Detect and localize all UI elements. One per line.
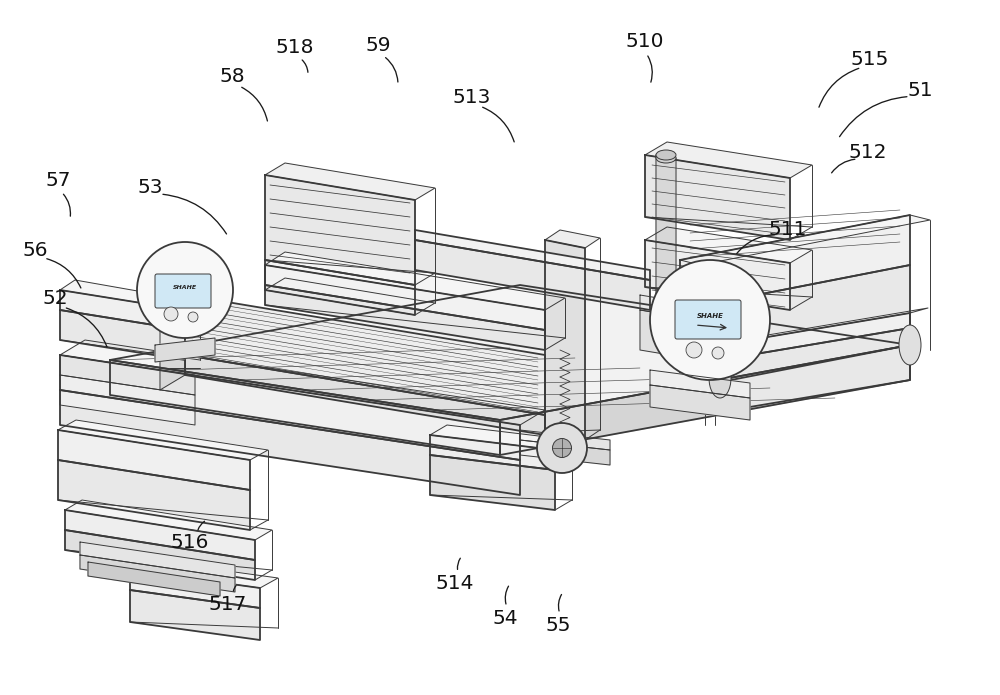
- Polygon shape: [60, 280, 200, 310]
- Polygon shape: [65, 530, 255, 580]
- Polygon shape: [680, 265, 910, 390]
- Polygon shape: [60, 290, 185, 330]
- Text: 52: 52: [42, 289, 68, 309]
- Text: 51: 51: [907, 81, 933, 100]
- Polygon shape: [265, 278, 435, 315]
- Polygon shape: [680, 215, 930, 265]
- Polygon shape: [88, 562, 220, 596]
- Polygon shape: [680, 215, 910, 310]
- Text: 510: 510: [626, 32, 664, 51]
- Polygon shape: [58, 430, 250, 490]
- Polygon shape: [155, 338, 215, 362]
- Polygon shape: [265, 163, 435, 200]
- Text: 511: 511: [769, 220, 807, 239]
- Polygon shape: [520, 430, 610, 450]
- Text: 58: 58: [219, 67, 245, 86]
- Circle shape: [686, 342, 702, 358]
- Polygon shape: [430, 455, 555, 510]
- Ellipse shape: [656, 150, 676, 160]
- Circle shape: [188, 312, 198, 322]
- Circle shape: [137, 242, 233, 338]
- Text: 518: 518: [276, 38, 314, 57]
- Polygon shape: [520, 440, 610, 465]
- Text: 57: 57: [45, 171, 71, 190]
- Polygon shape: [58, 460, 250, 530]
- Polygon shape: [130, 570, 260, 608]
- Polygon shape: [720, 313, 910, 360]
- Polygon shape: [645, 155, 790, 240]
- Polygon shape: [130, 590, 260, 640]
- Polygon shape: [656, 155, 676, 310]
- Text: 59: 59: [365, 35, 391, 55]
- Polygon shape: [645, 227, 812, 263]
- Text: 513: 513: [453, 88, 491, 107]
- Text: 515: 515: [851, 49, 889, 69]
- FancyBboxPatch shape: [155, 274, 211, 308]
- Polygon shape: [720, 328, 910, 412]
- Text: 54: 54: [492, 609, 518, 628]
- Text: 514: 514: [436, 574, 474, 594]
- Polygon shape: [640, 295, 700, 320]
- Circle shape: [712, 347, 724, 359]
- Polygon shape: [415, 230, 650, 280]
- Polygon shape: [500, 345, 910, 455]
- Polygon shape: [650, 370, 750, 398]
- Polygon shape: [60, 355, 195, 395]
- Polygon shape: [430, 435, 555, 470]
- Polygon shape: [415, 240, 650, 310]
- Polygon shape: [545, 240, 585, 440]
- Ellipse shape: [709, 358, 731, 398]
- Polygon shape: [185, 295, 545, 415]
- Polygon shape: [640, 310, 700, 360]
- Text: 512: 512: [849, 143, 887, 163]
- Polygon shape: [645, 142, 812, 178]
- Polygon shape: [160, 295, 185, 390]
- Polygon shape: [110, 360, 500, 455]
- Polygon shape: [130, 560, 278, 588]
- Polygon shape: [185, 355, 545, 435]
- Polygon shape: [265, 252, 565, 310]
- Polygon shape: [60, 375, 195, 425]
- Polygon shape: [80, 555, 235, 592]
- Polygon shape: [65, 510, 255, 560]
- Polygon shape: [60, 390, 520, 495]
- Circle shape: [537, 423, 587, 473]
- Polygon shape: [65, 500, 272, 540]
- Text: 517: 517: [209, 595, 247, 614]
- Text: SHAHE: SHAHE: [173, 284, 197, 290]
- Polygon shape: [545, 230, 600, 248]
- Text: 56: 56: [22, 240, 48, 260]
- Polygon shape: [265, 175, 415, 285]
- Polygon shape: [265, 265, 545, 330]
- Text: 516: 516: [171, 532, 209, 552]
- FancyBboxPatch shape: [675, 300, 741, 339]
- Ellipse shape: [656, 153, 676, 163]
- Ellipse shape: [899, 325, 921, 365]
- Polygon shape: [60, 310, 185, 360]
- Polygon shape: [58, 420, 268, 460]
- Text: 55: 55: [545, 616, 571, 635]
- Polygon shape: [80, 542, 235, 578]
- Polygon shape: [720, 308, 928, 345]
- Polygon shape: [645, 240, 790, 310]
- Polygon shape: [265, 285, 545, 350]
- Polygon shape: [60, 340, 545, 425]
- Polygon shape: [650, 385, 750, 420]
- Circle shape: [164, 307, 178, 321]
- Circle shape: [650, 260, 770, 380]
- Polygon shape: [110, 285, 910, 420]
- Text: 53: 53: [137, 178, 163, 197]
- Polygon shape: [430, 425, 572, 450]
- Text: SHAHE: SHAHE: [697, 313, 723, 319]
- Polygon shape: [265, 260, 415, 315]
- Polygon shape: [60, 355, 520, 460]
- Circle shape: [552, 439, 572, 457]
